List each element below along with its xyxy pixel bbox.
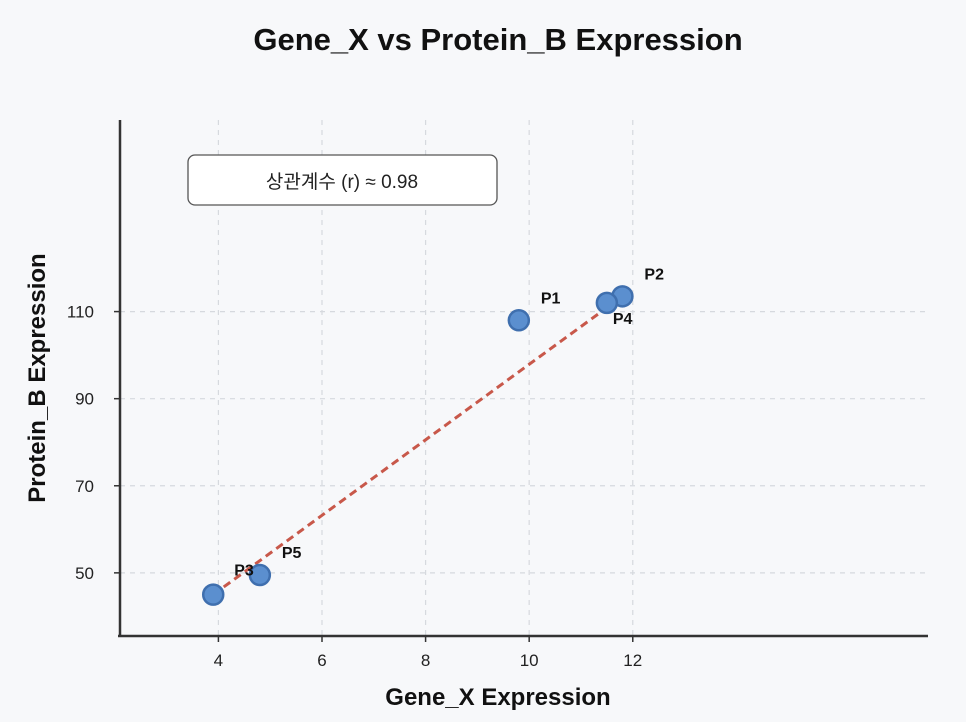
annotation-box [187, 154, 498, 206]
x-tick-label: 6 [317, 651, 326, 670]
point-label-p5: P5 [282, 545, 302, 562]
x-tick-label: 12 [623, 651, 642, 670]
chart-title: Gene_X vs Protein_B Expression [253, 22, 742, 57]
y-axis-label: Protein_B Expression [24, 253, 51, 502]
x-tick-label: 10 [520, 651, 539, 670]
trendline-layer [212, 295, 624, 596]
data-point-p4 [595, 291, 619, 315]
annotation-text: 상관계수 (r) ≈ 0.98 [266, 171, 418, 193]
data-point-p3 [201, 583, 225, 606]
point-label-p4: P4 [613, 311, 633, 328]
point-label-p1: P1 [541, 290, 561, 307]
data-point-p5 [248, 563, 272, 587]
data-point-p1 [507, 309, 531, 332]
y-tick-label: 110 [67, 303, 94, 322]
x-tick-label: 4 [214, 651, 223, 670]
points-layer [201, 285, 634, 606]
trendline [212, 295, 624, 596]
y-tick-label: 50 [75, 564, 94, 583]
point-label-p2: P2 [644, 266, 664, 283]
y-tick-label: 90 [75, 390, 94, 409]
correlation-annotation: 상관계수 (r) ≈ 0.98 [187, 154, 498, 206]
y-tick-label: 70 [75, 477, 94, 496]
x-axis-label: Gene_X Expression [385, 684, 610, 711]
point-label-p3: P3 [234, 563, 254, 580]
x-tick-label: 8 [421, 651, 430, 670]
axis-ticks: 4 6 8 10 12 50 70 90 110 [67, 303, 642, 670]
point-labels-layer: P1 P2 P3 P4 P5 [234, 266, 664, 579]
